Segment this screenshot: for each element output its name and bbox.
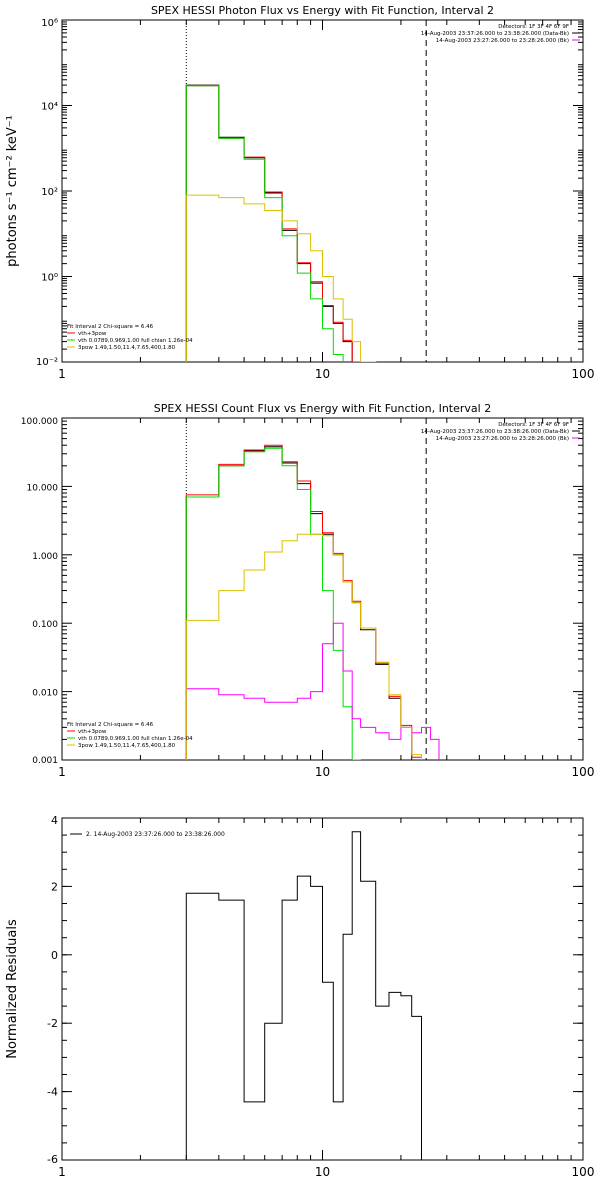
chart-title: SPEX HESSI Photon Flux vs Energy with Fi… — [151, 4, 494, 17]
chart-title: SPEX HESSI Count Flux vs Energy with Fit… — [154, 402, 491, 415]
fit-legend-line: 3pow 1.49,1.50,11.4,7.65,400,1.80 — [78, 345, 176, 351]
chart-1: SPEX HESSI Photon Flux vs Energy with Fi… — [5, 4, 595, 490]
x-tick-label: 10 — [315, 1165, 330, 1179]
y-tick-label: 10⁻² — [36, 357, 58, 368]
y-tick-label: 2 — [51, 880, 58, 893]
info-line: Detectors: 1F 3F 4F 6F 9F — [498, 422, 569, 428]
series-3-line — [185, 447, 362, 760]
y-tick-label: -2 — [47, 1017, 58, 1030]
series-group — [185, 84, 430, 490]
x-tick-label: 1 — [58, 1165, 66, 1179]
fit-legend-line: Fit Interval 2 Chi-square = 6.46 — [67, 324, 154, 330]
series-4-line — [186, 367, 430, 490]
x-tick-label: 10 — [315, 765, 330, 779]
x-tick-label: 10 — [315, 367, 330, 381]
series-3-line — [185, 85, 344, 362]
y-tick-label: -4 — [47, 1086, 58, 1099]
plot-frame — [61, 817, 584, 1161]
y-axis-label: photons s⁻¹ cm⁻² keV⁻¹ — [5, 115, 20, 267]
info-line: 14-Aug-2003 23:37:26.000 to 23:38:26.000… — [421, 31, 569, 37]
fit-legend-line: 3pow 1.49,1.50,11.4,7.65,400,1.80 — [78, 743, 176, 749]
fit-legend-line: vth+3pow — [78, 331, 107, 337]
fit-legend-line: vth+3pow — [78, 729, 107, 735]
series-5-line — [185, 194, 377, 362]
series-group — [185, 831, 432, 1160]
info-line: 14-Aug-2003 23:37:26.000 to 23:38:26.000… — [421, 429, 569, 435]
x-tick-label: 1 — [58, 367, 66, 381]
series-5-line — [185, 533, 422, 760]
legend-label: 2. 14-Aug-2003 23:37:26.000 to 23:38:26.… — [86, 831, 225, 838]
info-line: 14-Aug-2003 23:27:26.000 to 23:28:26.000… — [436, 38, 569, 44]
series-2-line — [185, 85, 362, 362]
x-tick-label: 100 — [572, 765, 595, 779]
y-tick-label: -6 — [47, 1153, 58, 1166]
y-tick-label: 0.001 — [32, 756, 58, 766]
x-tick-label: 1 — [58, 765, 66, 779]
y-tick-label: 0.010 — [32, 689, 58, 699]
series-group — [185, 444, 440, 760]
series-1-line — [185, 84, 353, 362]
series-4-line — [185, 622, 440, 760]
y-tick-label: 10² — [41, 187, 58, 198]
y-tick-label: 4 — [51, 814, 58, 827]
y-tick-label: 10⁴ — [41, 102, 58, 113]
y-tick-label: 10⁰ — [41, 273, 58, 284]
y-tick-label: 10⁶ — [41, 18, 58, 29]
y-tick-label: 0.100 — [32, 620, 58, 630]
y-tick-label: 100.000 — [21, 417, 58, 427]
fit-legend-line: vth 0.0789,0.969,1.00 full chian 1.26e-0… — [78, 338, 193, 344]
series-1-line — [185, 446, 422, 760]
y-tick-label: 0 — [51, 949, 58, 962]
y-tick-label: 10.000 — [27, 483, 59, 493]
chart-2: SPEX HESSI Count Flux vs Energy with Fit… — [21, 402, 595, 779]
y-tick-label: 1.000 — [32, 552, 58, 562]
info-line: Detectors: 1F 3F 4F 6F 9F — [498, 24, 569, 30]
info-line: 14-Aug-2003 23:27:26.000 to 23:28:26.000… — [436, 436, 569, 442]
x-tick-label: 100 — [572, 367, 595, 381]
chart-3: 1 10 100 -6 -4 -2 0 2 4 Normalized Residuals 2. 14… — [5, 814, 594, 1179]
series-1-line — [185, 831, 432, 1160]
fit-legend-line: vth 0.0789,0.969,1.00 full chian 1.26e-0… — [78, 736, 193, 742]
x-tick-label: 100 — [572, 1165, 595, 1179]
series-2-line — [185, 444, 422, 760]
fit-legend-line: Fit Interval 2 Chi-square = 6.46 — [67, 722, 154, 728]
y-axis-label: Normalized Residuals — [5, 919, 20, 1059]
